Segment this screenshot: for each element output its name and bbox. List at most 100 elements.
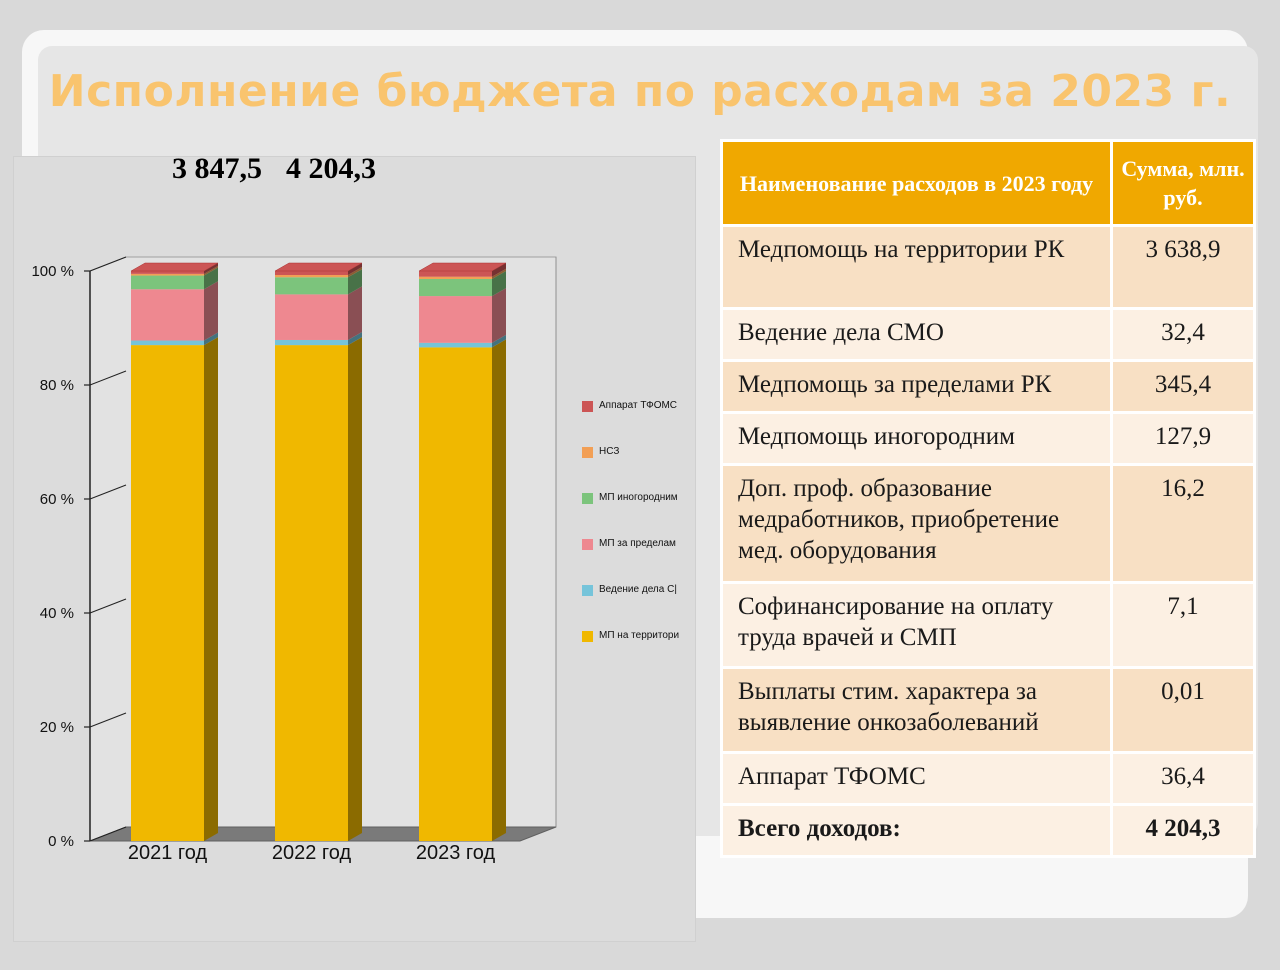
x-category-label: 2023 год: [416, 842, 496, 864]
x-category-label: 2021 год: [128, 842, 208, 864]
table-cell-name: Медпомощь иногородним: [720, 411, 1113, 466]
table-cell-value: 16,2: [1110, 463, 1256, 584]
chart-total-label-2022: 3 847,5: [172, 152, 262, 185]
table-cell-value: 7,1: [1110, 581, 1256, 669]
bar-segment: [275, 294, 348, 340]
y-grid-diagonal: [89, 826, 127, 842]
chart-total-label-2023: 4 204,3: [286, 152, 376, 185]
bar-segment-side: [204, 332, 218, 346]
bar-segment: [275, 271, 348, 275]
bar-segment: [131, 275, 204, 290]
legend-item: МП на территори: [580, 628, 684, 674]
bar-segment-side: [204, 337, 218, 841]
table-row: Медпомощь на территории РК 3 638,9: [720, 224, 1256, 310]
expense-table: Наименование расходов в 2023 году Сумма,…: [720, 139, 1256, 858]
legend-swatch: [582, 447, 593, 458]
legend-swatch: [582, 631, 593, 642]
legend-item: Аппарат ТФОМС: [580, 398, 684, 444]
table-row: Медпомощь за пределами РК 345,4: [720, 359, 1256, 414]
bar-segment: [419, 342, 492, 348]
bar-segment: [275, 339, 348, 346]
y-grid-diagonal: [89, 712, 127, 728]
table-cell-name: Выплаты стим. характера за выявление онк…: [720, 666, 1113, 754]
bar-segment-side: [492, 339, 506, 841]
table-row: Аппарат ТФОМС 36,4: [720, 751, 1256, 806]
bar-segment-side: [204, 263, 218, 274]
y-grid-diagonal: [89, 370, 127, 386]
y-tick-label: 80 %: [40, 377, 74, 394]
legend-swatch: [582, 401, 593, 412]
table-cell-name: Медпомощь на территории РК: [720, 224, 1113, 310]
y-tick-label: 20 %: [40, 719, 74, 736]
bar-top-face: [274, 262, 363, 272]
bar-segment-side: [492, 268, 506, 279]
legend-label: Аппарат ТФОМС: [599, 400, 678, 411]
bar-segment-side: [348, 337, 362, 841]
bar-segment: [275, 274, 348, 278]
bar-top-face: [418, 262, 507, 272]
table-total-label: Всего доходов:: [720, 803, 1113, 858]
table-header-sum: Сумма, млн. руб.: [1110, 139, 1256, 227]
table-cell-value: 345,4: [1110, 359, 1256, 414]
bar-segment: [131, 289, 204, 341]
legend-label: МП на территори: [599, 630, 680, 641]
legend-swatch: [582, 539, 593, 550]
y-grid-diagonal: [89, 484, 127, 500]
bar-segment: [131, 273, 204, 276]
bar-segment: [275, 345, 348, 841]
table-cell-name: Аппарат ТФОМС: [720, 751, 1113, 806]
bar-segment: [131, 271, 204, 274]
bar-segment: [419, 271, 492, 277]
legend-item: НСЗ: [580, 444, 684, 490]
legend-label: МП иногородним: [599, 492, 678, 503]
legend-item: МП иногородним: [580, 490, 684, 536]
x-category-label: 2022 год: [272, 842, 352, 864]
table-header-name: Наименование расходов в 2023 году: [720, 139, 1113, 227]
bar-segment: [131, 340, 204, 346]
y-grid-diagonal: [89, 598, 127, 614]
bar-segment-side: [204, 267, 218, 290]
legend-item: Ведение дела С|: [580, 582, 684, 628]
page-title: Исполнение бюджета по расходам за 2023 г…: [48, 66, 1232, 117]
table-cell-name: Доп. проф. образование медработников, пр…: [720, 463, 1113, 584]
legend-label: Ведение дела С|: [599, 584, 677, 595]
bar-segment: [419, 276, 492, 279]
table-cell-value: 36,4: [1110, 751, 1256, 806]
bar-segment-side: [492, 270, 506, 297]
expense-table-wrap: Наименование расходов в 2023 году Сумма,…: [720, 139, 1256, 858]
bar-segment-side: [492, 334, 506, 348]
bar-segment-side: [492, 263, 506, 277]
y-tick-label: 40 %: [40, 605, 74, 622]
y-tick-label: 0 %: [48, 833, 74, 850]
legend-item: МП за пределам: [580, 536, 684, 582]
table-cell-name: Софинансирование на оплату труда врачей …: [720, 581, 1113, 669]
bar-segment: [131, 345, 204, 841]
bar-segment: [419, 347, 492, 841]
table-row: Доп. проф. образование медработников, пр…: [720, 463, 1256, 584]
table-row: Софинансирование на оплату труда врачей …: [720, 581, 1256, 669]
legend-label: МП за пределам: [599, 538, 676, 549]
bar-segment-side: [204, 265, 218, 276]
legend-swatch: [582, 585, 593, 596]
legend-swatch: [582, 493, 593, 504]
bar-top-face: [130, 262, 219, 272]
table-cell-name: Ведение дела СМО: [720, 307, 1113, 362]
bar-segment-side: [348, 266, 362, 278]
table-cell-value: 0,01: [1110, 666, 1256, 754]
table-total-row: Всего доходов: 4 204,3: [720, 803, 1256, 858]
bar-segment-side: [204, 281, 218, 341]
table-row: Выплаты стим. характера за выявление онк…: [720, 666, 1256, 754]
y-tick-label: 100 %: [31, 263, 74, 280]
bar-segment: [419, 278, 492, 297]
table-cell-value: 127,9: [1110, 411, 1256, 466]
bar-segment-side: [348, 263, 362, 275]
table-row: Медпомощь иногородним 127,9: [720, 411, 1256, 466]
table-total-value: 4 204,3: [1110, 803, 1256, 858]
bar-segment: [419, 296, 492, 343]
y-tick-label: 60 %: [40, 491, 74, 508]
bar-segment-side: [348, 286, 362, 340]
y-grid-diagonal: [89, 256, 127, 272]
legend-label: НСЗ: [599, 446, 620, 457]
table-row: Ведение дела СМО 32,4: [720, 307, 1256, 362]
bar-segment-side: [348, 269, 362, 295]
